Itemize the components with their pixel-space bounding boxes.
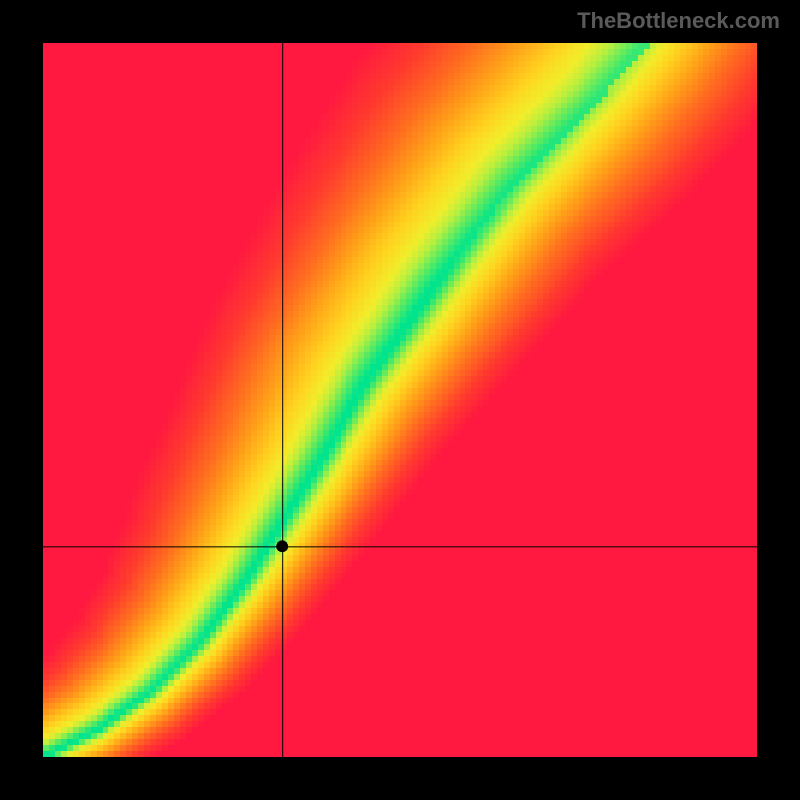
watermark-text: TheBottleneck.com (577, 8, 780, 34)
bottleneck-heatmap (43, 43, 757, 757)
chart-container: TheBottleneck.com (0, 0, 800, 800)
